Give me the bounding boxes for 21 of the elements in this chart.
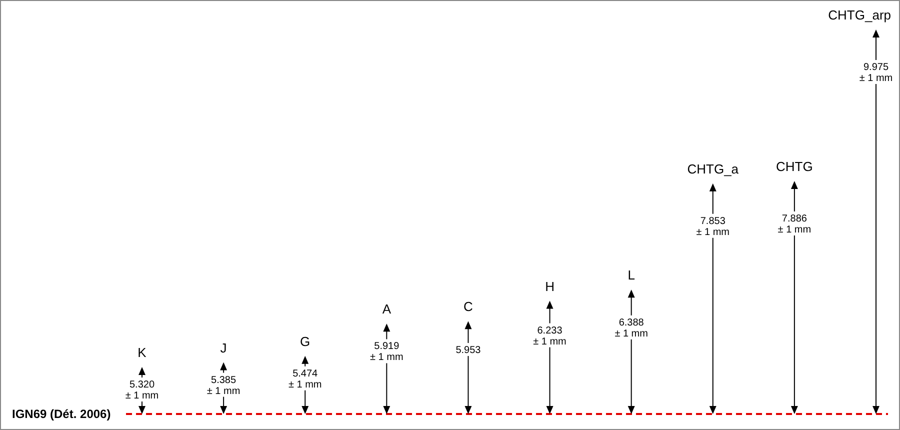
data-label: 5.953 xyxy=(456,344,482,356)
text: IGN69 (Dét. 2006) xyxy=(12,407,111,421)
data-label: 6.233 ± 1 mm xyxy=(533,325,566,348)
category-label: CHTG_arp xyxy=(828,8,892,22)
category-label: L xyxy=(628,268,635,283)
category-label: C xyxy=(464,299,473,314)
data-label: 6.388 ± 1 mm xyxy=(614,317,648,340)
category-label: G xyxy=(300,334,310,349)
data-label: 5.385 ± 1 mm xyxy=(206,374,240,397)
data-label: 5.320 ± 1 mm xyxy=(125,380,159,402)
category-label: CHTG_a xyxy=(687,161,740,176)
data-label: 5.474 ± 1 mm xyxy=(288,368,322,390)
data-label: 7.853 ± 1 mm xyxy=(696,216,730,238)
category-label: A xyxy=(382,302,392,317)
data-label: 7.886 ± 1 mm xyxy=(778,213,812,236)
category-label: CHTG xyxy=(776,158,813,174)
data-label: 9.975 ± 1 mm xyxy=(859,62,893,84)
data-label: 5.919 ± 1 mm xyxy=(370,341,404,364)
category-label: K xyxy=(138,345,147,360)
category-label: H xyxy=(545,278,554,294)
category-label: J xyxy=(220,340,227,356)
